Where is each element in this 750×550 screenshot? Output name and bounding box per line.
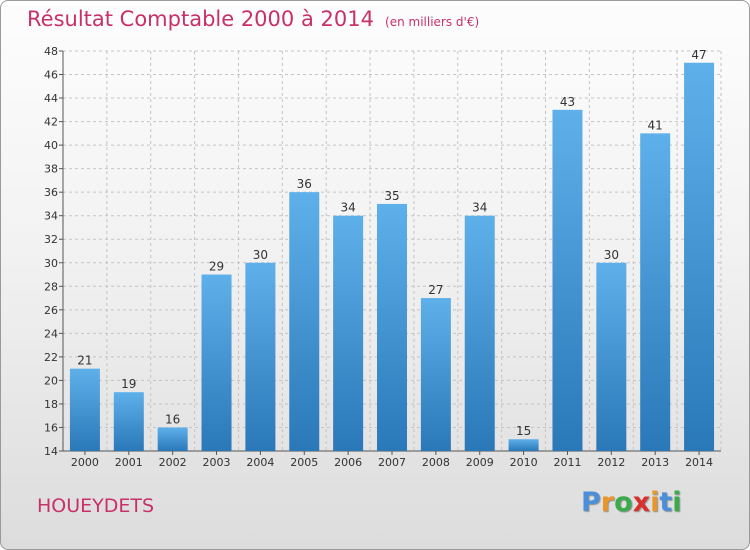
data-label-2003: 29 [209,260,224,274]
x-tick-label-2009: 2009 [466,456,494,469]
x-tick-label-2011: 2011 [553,456,581,469]
y-tick-label: 48 [44,45,58,58]
x-tick-label-2010: 2010 [510,456,538,469]
bar-2001 [113,392,144,451]
data-label-2011: 43 [560,95,575,109]
bar-2000 [69,368,100,451]
bar-2008 [420,298,451,451]
proxiti-logo: Proxiti [581,487,682,518]
chart-title: Résultat Comptable 2000 à 2014 (en milli… [27,7,479,31]
bar-2013 [640,133,671,451]
data-label-2006: 34 [340,201,355,215]
bar-2005 [289,192,320,452]
data-label-2008: 27 [428,283,443,297]
x-tick-label-2007: 2007 [378,456,406,469]
bar-2003 [201,274,232,451]
y-tick-label: 30 [44,257,58,270]
data-label-2002: 16 [165,412,180,426]
x-tick-label-2006: 2006 [334,456,362,469]
y-tick-label: 16 [44,421,58,434]
y-tick-label: 18 [44,398,58,411]
data-label-2010: 15 [516,424,531,438]
bar-2010 [508,439,539,451]
data-label-2004: 30 [253,248,268,262]
y-tick-label: 22 [44,351,58,364]
x-tick-label-2001: 2001 [115,456,143,469]
logo-letter: i [650,487,660,518]
data-label-2001: 19 [121,377,136,391]
logo-letter: t [659,487,673,518]
bar-2004 [245,262,276,451]
y-tick-label: 14 [44,445,58,458]
data-label-2012: 30 [604,248,619,262]
x-tick-label-2014: 2014 [685,456,713,469]
data-label-2014: 47 [691,48,706,62]
bar-2014 [684,62,715,451]
y-tick-label: 44 [44,92,58,105]
data-label-2013: 41 [648,118,663,132]
y-tick-label: 32 [44,233,58,246]
bar-2009 [464,215,495,451]
bar-2007 [377,203,407,451]
bar-2006 [333,215,364,451]
x-tick-label-2004: 2004 [246,456,274,469]
logo-letter: r [600,487,615,518]
data-label-2005: 36 [297,177,312,191]
commune-name: HOUEYDETS [37,495,155,517]
y-tick-label: 36 [44,186,58,199]
bar-2002 [157,427,188,451]
y-tick-label: 24 [44,327,58,340]
x-tick-label-2002: 2002 [159,456,187,469]
x-tick-label-2005: 2005 [290,456,318,469]
x-tick-label-2003: 2003 [203,456,231,469]
x-tick-label-2000: 2000 [71,456,99,469]
chart-subtitle: (en milliers d'€) [385,15,480,29]
y-tick-label: 42 [44,116,58,129]
logo-letter: x [632,487,651,518]
y-tick-label: 28 [44,280,58,293]
y-tick-label: 20 [44,374,58,387]
y-tick-label: 40 [44,139,58,152]
y-tick-label: 34 [44,210,58,223]
data-label-2007: 35 [384,189,399,203]
x-tick-label-2012: 2012 [597,456,625,469]
data-label-2000: 21 [77,354,92,368]
bar-2012 [596,262,627,451]
x-tick-label-2013: 2013 [641,456,669,469]
data-label-2009: 34 [472,201,487,215]
y-tick-label: 26 [44,304,58,317]
logo-letter: P [581,487,601,518]
data-labels: 21 19 16 29 30 36 34 35 27 34 15 43 30 41 47 [77,48,706,438]
logo-letter: o [614,487,633,518]
y-tick-label: 46 [44,69,58,82]
bar-2011 [552,109,583,451]
chart-title-main: Résultat Comptable 2000 à 2014 [27,7,374,31]
y-tick-label: 38 [44,163,58,176]
logo-letter: i [672,487,682,518]
x-tick-label-2008: 2008 [422,456,450,469]
bars [69,62,715,452]
